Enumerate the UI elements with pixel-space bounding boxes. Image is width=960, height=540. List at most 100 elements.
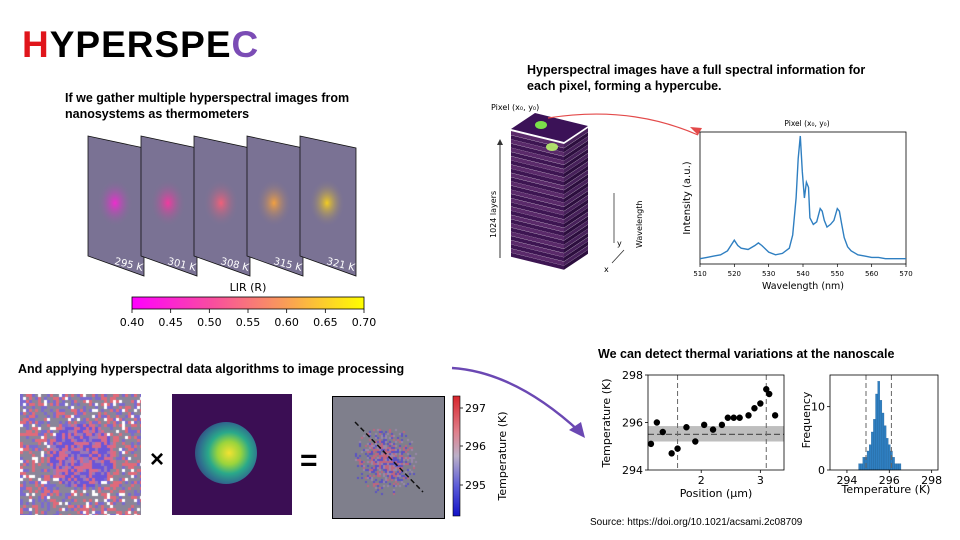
cube-layer-front-23 <box>511 227 564 245</box>
hist-bar-10 <box>879 400 883 471</box>
cube-layer-front-7 <box>511 160 564 178</box>
spectrum-tick-label-0: 510 <box>693 270 706 278</box>
spectrum-tick-label-4: 550 <box>831 270 844 278</box>
pixel-connector-arrow <box>547 113 702 136</box>
scatter-point-0 <box>647 440 655 448</box>
cube-layer-front-5 <box>511 152 564 169</box>
spectrum-chart: Pixel (x₀, y₀) 510 520 530 540 550 560 570 Wav… <box>682 119 913 292</box>
cube-layer-side-11 <box>564 174 588 195</box>
hist-bar-14 <box>888 444 891 471</box>
cube-layer-side-14 <box>564 186 588 207</box>
spectrum-tick-label-2: 530 <box>762 270 775 278</box>
thermo-frame-glow-1 <box>150 179 186 227</box>
caption-algorithms: And applying hyperspectral data algorith… <box>18 362 405 376</box>
noisy-temperature-map <box>20 394 141 515</box>
cube-layer-front-21 <box>511 219 564 237</box>
scatter-point-1 <box>653 419 661 426</box>
thermo-frame-glow-2 <box>203 179 239 227</box>
scatter-point-7 <box>700 421 708 429</box>
lir-tick-label-1: 0.45 <box>158 316 183 329</box>
cube-layer-front-28 <box>511 248 564 266</box>
scatter-xlabel: Position (μm) <box>680 487 753 500</box>
cube-layer-front-15 <box>511 194 564 211</box>
hist-bar-18 <box>896 463 899 471</box>
scatter-point-16 <box>763 386 770 393</box>
hist-ylabel: Frequency <box>800 391 813 448</box>
lir-tick-label-6: 0.70 <box>352 316 377 329</box>
cube-layer-side-10 <box>564 170 588 190</box>
spectrum-tick-label-3: 540 <box>796 270 809 278</box>
lir-tick-label-0: 0.40 <box>120 316 145 329</box>
noisy-map-canvas <box>20 394 141 515</box>
purple-arrowhead-icon <box>569 422 585 438</box>
cube-layer-front-2 <box>511 139 564 157</box>
hist-bar-2 <box>862 457 866 471</box>
scatter-point-5 <box>683 424 690 431</box>
spectrum-ylabel: Intensity (a.u.) <box>682 161 693 234</box>
cube-layer-front-11 <box>511 177 564 195</box>
lir-tick-label-5: 0.65 <box>313 316 338 329</box>
spectrum-tick-label-1: 520 <box>728 270 741 278</box>
cube-layer-side-23 <box>564 224 588 245</box>
cube-layer-side-13 <box>564 182 588 203</box>
cube-layer-side-8 <box>564 161 588 182</box>
logo-middle: YPERSPE <box>49 24 232 65</box>
cube-layer-front-4 <box>511 147 564 165</box>
hyperspec-logo: HYPERSPEC <box>22 25 259 65</box>
cube-layer-side-4 <box>564 144 588 165</box>
hypercube-figure: Pixel (x₀, y₀) 1024 layers Wavelength y … <box>489 103 644 274</box>
cube-layer-front-22 <box>511 223 564 241</box>
thermo-frame-glow-0 <box>97 179 133 227</box>
spectrum-xlabel: Wavelength (nm) <box>762 281 844 292</box>
hist-xtick-label-1: 296 <box>879 474 900 487</box>
cube-layer-side-16 <box>564 195 588 216</box>
spectrum-frame <box>699 131 907 265</box>
scatter-point-14 <box>751 405 758 412</box>
lir-colorbar-label: LIR (R) <box>230 281 267 294</box>
scatter-point-2 <box>659 428 666 436</box>
scatter-point-6 <box>692 438 699 445</box>
cube-layer-side-0 <box>564 128 588 148</box>
hist-bar-4 <box>866 450 870 471</box>
hist-bar-8 <box>875 393 878 471</box>
cube-layer-side-21 <box>564 216 588 237</box>
scatter-point-9 <box>718 421 726 429</box>
cube-layer-front-17 <box>511 202 564 220</box>
scatter-point-11 <box>730 414 737 421</box>
cube-layer-front-26 <box>511 240 564 258</box>
temp-colorbar-label: Temperature (K) <box>496 412 509 502</box>
hist-bar-0 <box>858 463 861 471</box>
cube-layer-side-29 <box>564 249 588 270</box>
scatter-point-12 <box>736 414 743 421</box>
cube-layer-side-25 <box>564 233 588 253</box>
cube-layer-front-10 <box>511 173 564 190</box>
hypercube-hotspot-2 <box>546 143 558 151</box>
cube-layer-front-6 <box>511 156 564 174</box>
temp-tick-label-1: 296 <box>465 440 486 453</box>
hist-bar-12 <box>883 425 887 471</box>
equals-operator: = <box>300 444 318 477</box>
scatter-xtick-label-0: 2 <box>698 474 705 487</box>
purple-connector-arrow <box>451 366 585 438</box>
cube-layer-side-6 <box>564 153 588 174</box>
cube-layer-side-1 <box>564 132 588 153</box>
cube-layer-side-22 <box>564 220 588 241</box>
scatter-point-13 <box>745 412 752 419</box>
hist-bar-6 <box>871 431 874 471</box>
hist-xtick-label-2: 298 <box>921 474 942 487</box>
hist-bar-11 <box>881 412 885 471</box>
scatter-ylabel: Temperature (K) <box>600 379 613 469</box>
hist-bar-17 <box>894 463 897 471</box>
cube-layer-front-29 <box>511 252 564 270</box>
wavelength-label: Wavelength <box>635 201 644 248</box>
hist-xlabel: Temperature (K) <box>841 483 931 496</box>
cube-x-label: x <box>604 265 609 274</box>
cube-layer-front-8 <box>511 164 564 182</box>
source-citation: Source: https://doi.org/10.1021/acsami.2… <box>590 517 803 528</box>
scatter-point-18 <box>771 412 779 419</box>
hist-bar-16 <box>892 457 895 471</box>
cube-layer-side-19 <box>564 207 588 228</box>
scatter-xtick-label-1: 3 <box>757 474 764 487</box>
cube-axis-xy <box>611 249 625 264</box>
hypercube-pixel-label: Pixel (x₀, y₀) <box>491 103 539 112</box>
